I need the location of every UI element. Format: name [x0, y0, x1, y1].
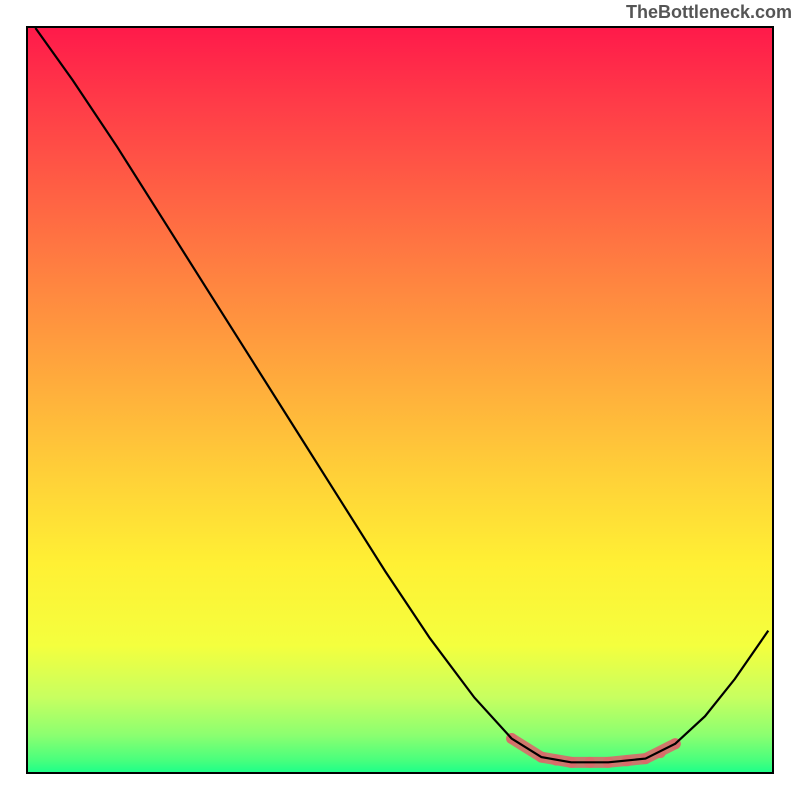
watermark-text: TheBottleneck.com — [626, 2, 792, 23]
main-curve — [35, 28, 768, 762]
chart-svg — [28, 28, 772, 772]
plot-area — [26, 26, 774, 774]
